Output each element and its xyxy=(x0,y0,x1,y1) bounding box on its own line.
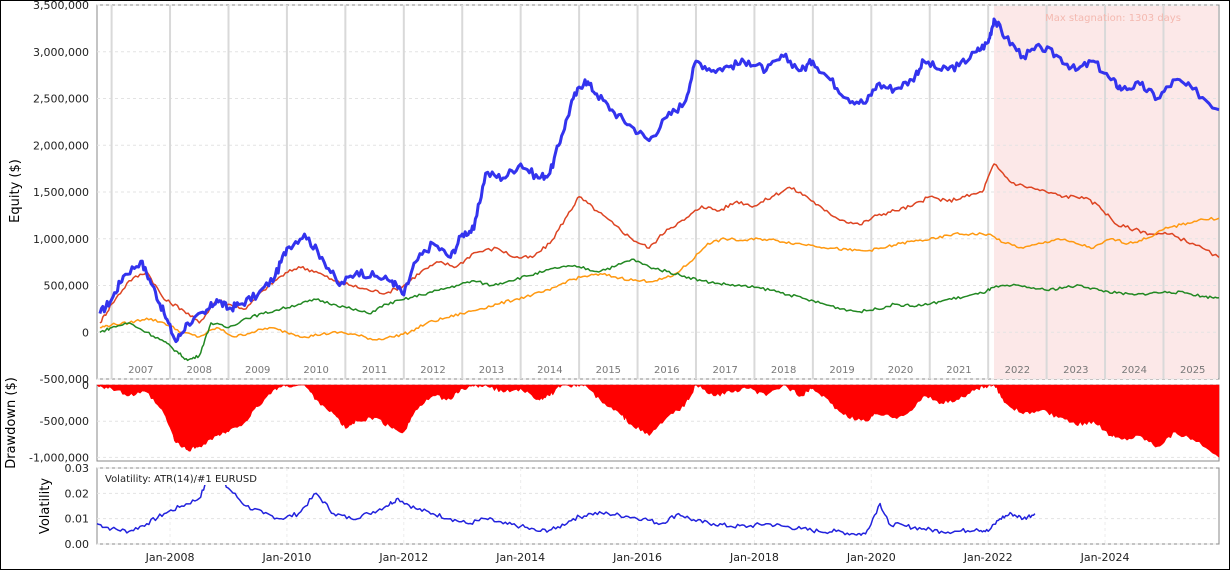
equity-series-line-1 xyxy=(98,17,1220,344)
equity-year-labels: 2007 2008 2009 2010 2011 2012 2013 2014 2015 2016… xyxy=(128,365,1205,376)
drawdown-y-ticks: -1,000,000 -500,000 0 xyxy=(29,379,89,464)
drawdown-y-tick-label: -1,000,000 xyxy=(29,451,89,464)
drawdown-y-tick-label: 0 xyxy=(82,379,89,392)
year-label: 2018 xyxy=(771,365,796,376)
stagnation-label: Max stagnation: 1303 days xyxy=(1045,13,1181,24)
equity-y-tick-label: -500,000 xyxy=(40,373,89,386)
volatility-y-tick-label: 0.03 xyxy=(65,462,90,475)
volatility-legend: Volatility: ATR(14)/#1 EURUSD xyxy=(105,474,257,485)
equity-grid xyxy=(97,4,1219,380)
year-label: 2022 xyxy=(1005,365,1030,376)
year-label: 2020 xyxy=(888,365,913,376)
year-label: 2012 xyxy=(420,365,445,376)
drawdown-y-tick-label: -500,000 xyxy=(40,415,89,428)
year-label: 2024 xyxy=(1122,365,1147,376)
volatility-x-tick-label: Jan-2012 xyxy=(378,551,428,564)
year-label: 2010 xyxy=(303,365,328,376)
equity-series-line-2 xyxy=(99,163,1220,324)
volatility-y-tick-label: 0.00 xyxy=(65,538,90,551)
year-label: 2023 xyxy=(1063,365,1088,376)
equity-y-tick-label: 0 xyxy=(82,326,89,339)
equity-panel: 2007 2008 2009 2010 2011 2012 2013 2014 2015 2016… xyxy=(8,0,1220,386)
equity-series-line-3 xyxy=(99,216,1220,341)
volatility-y-tick-label: 0.01 xyxy=(65,513,90,526)
volatility-plot-area xyxy=(96,467,1220,545)
volatility-x-ticks: Jan-2008 Jan-2010 Jan-2012 Jan-2014 Jan-2016… xyxy=(145,551,1130,564)
volatility-x-tick-label: Jan-2020 xyxy=(846,551,896,564)
equity-y-tick-label: 1,000,000 xyxy=(33,233,89,246)
year-label: 2016 xyxy=(654,365,679,376)
volatility-x-tick-label: Jan-2016 xyxy=(612,551,662,564)
volatility-panel: Volatility: ATR(14)/#1 EURUSD 0.000.010.… xyxy=(38,462,1220,564)
year-label: 2011 xyxy=(362,365,387,376)
drawdown-panel: -1,000,000 -500,000 0 Drawdown ($) xyxy=(4,377,1220,469)
year-label: 2025 xyxy=(1180,365,1205,376)
equity-y-ticks: -500,000 0 500,000 1,000,000 1,500,000 2,000,… xyxy=(33,0,90,386)
equity-y-tick-label: 3,500,000 xyxy=(33,1,89,12)
equity-y-tick-label: 2,000,000 xyxy=(33,139,89,152)
year-label: 2017 xyxy=(712,365,737,376)
volatility-x-tick-label: Jan-2014 xyxy=(495,551,545,564)
year-label: 2008 xyxy=(187,365,212,376)
year-label: 2014 xyxy=(537,365,562,376)
volatility-series xyxy=(96,472,1036,536)
drawdown-area xyxy=(96,384,1220,458)
volatility-y-tick-label: 0.02 xyxy=(65,487,90,500)
year-label: 2019 xyxy=(829,365,854,376)
volatility-x-tick-label: Jan-2024 xyxy=(1080,551,1130,564)
year-label: 2015 xyxy=(596,365,621,376)
volatility-x-tick-label: Jan-2018 xyxy=(729,551,779,564)
volatility-x-tick-label: Jan-2010 xyxy=(261,551,311,564)
volatility-legend-box xyxy=(101,471,263,485)
equity-y-tick-label: 1,500,000 xyxy=(33,186,89,199)
equity-series-line-4 xyxy=(99,258,1220,362)
drawdown-series xyxy=(96,384,1220,458)
year-label: 2009 xyxy=(245,365,270,376)
equity-y-axis-label: Equity ($) xyxy=(8,159,23,223)
equity-series xyxy=(98,17,1220,362)
volatility-x-tick-label: Jan-2008 xyxy=(145,551,195,564)
volatility-y-axis-label: Volatility xyxy=(38,478,53,534)
year-label: 2007 xyxy=(128,365,153,376)
year-label: 2013 xyxy=(479,365,504,376)
equity-y-tick-label: 3,000,000 xyxy=(33,46,89,59)
volatility-x-tick-label: Jan-2022 xyxy=(963,551,1013,564)
year-label: 2021 xyxy=(946,365,971,376)
volatility-y-ticks: 0.00 0.01 0.02 0.03 xyxy=(65,462,90,551)
volatility-line xyxy=(96,472,1036,536)
equity-y-tick-label: 2,500,000 xyxy=(33,93,89,106)
equity-y-tick-label: 500,000 xyxy=(44,280,90,293)
drawdown-y-axis-label: Drawdown ($) xyxy=(4,377,19,469)
